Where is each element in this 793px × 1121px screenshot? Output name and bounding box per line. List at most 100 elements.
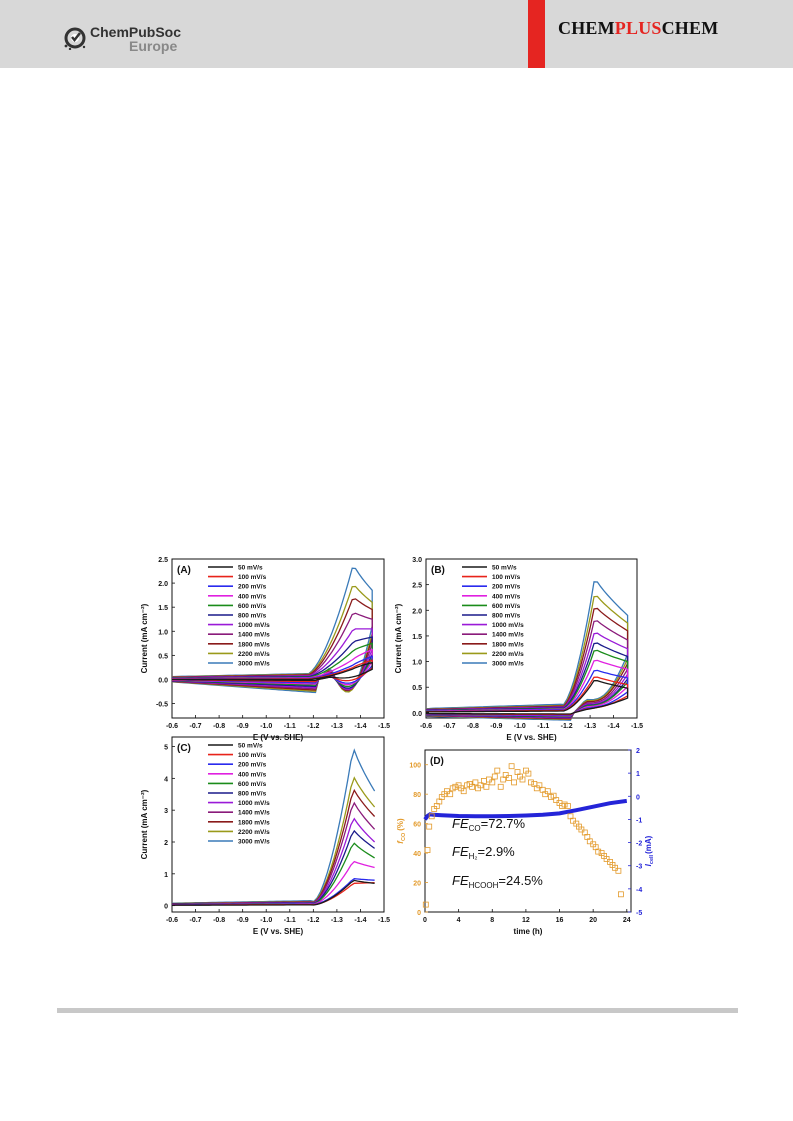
y-tick-label: 0.5 xyxy=(158,653,168,660)
series-line xyxy=(171,567,373,694)
y-tick-label: 3 xyxy=(164,808,168,815)
fco-point xyxy=(565,803,571,809)
x-tick-label: -1.5 xyxy=(378,917,390,924)
fco-point xyxy=(544,788,551,795)
legend-label: 800 mV/s xyxy=(492,613,521,620)
fco-point xyxy=(485,776,492,783)
panel-label: (D) xyxy=(430,756,444,767)
x-tick-label: -1.3 xyxy=(331,917,343,924)
y-tick-label-right: 2 xyxy=(636,748,640,755)
x-tick-label: -1.5 xyxy=(378,723,390,730)
x-tick-label: -1.2 xyxy=(307,917,319,924)
fe-annotation-main: FE xyxy=(452,844,469,859)
y-tick-label: -0.5 xyxy=(156,702,168,709)
x-tick-label: 8 xyxy=(490,917,494,924)
page-header: ChemPubSoc Europe CHEMPLUSCHEM xyxy=(0,0,793,68)
x-tick-label: 24 xyxy=(623,917,631,924)
y-tick-label: 1.5 xyxy=(412,634,422,641)
y-axis-label-left-sub: CO xyxy=(401,832,407,841)
y-axis-label-right-unit: (mA) xyxy=(644,835,653,854)
fco-point xyxy=(447,791,454,798)
y-tick-label: 2.0 xyxy=(158,581,168,588)
x-tick-label: -0.9 xyxy=(237,723,249,730)
fe-annotation-sub: H₂ xyxy=(469,852,478,861)
fco-point xyxy=(536,782,543,789)
series-line xyxy=(172,829,375,905)
fco-point xyxy=(578,826,585,833)
y-axis-label: Current (mA cm⁻²) xyxy=(140,789,149,859)
publisher-region: Europe xyxy=(129,38,178,54)
chart-panel-2: -0.6 -0.7 -0.8 -0.9 -1.0 -1.1 -1.2 -1.3 -1.4 -1.5… xyxy=(140,736,390,936)
series-line xyxy=(172,842,375,906)
x-tick-label: -0.6 xyxy=(420,723,432,730)
publisher-name: ChemPubSoc xyxy=(90,24,182,40)
legend-label: 400 mV/s xyxy=(238,771,267,778)
x-tick-label: 12 xyxy=(522,917,530,924)
legend-label: 2200 mV/s xyxy=(492,651,524,658)
fe-annotation: FECO=72.7% xyxy=(452,816,526,833)
fco-point xyxy=(428,813,435,820)
y-tick-label: 0.5 xyxy=(412,685,422,692)
fco-point xyxy=(525,770,532,777)
fe-annotation-value: =24.5% xyxy=(498,873,543,888)
x-tick-label: -0.8 xyxy=(213,723,225,730)
x-tick-label: -1.1 xyxy=(284,917,296,924)
plot-frame xyxy=(171,558,385,719)
y-tick-label: 1.0 xyxy=(412,660,422,667)
legend-label: 1000 mV/s xyxy=(238,800,270,807)
fco-point xyxy=(618,891,624,898)
fe-annotation: FEHCOOH=24.5% xyxy=(452,873,543,890)
fco-point xyxy=(595,848,602,855)
fco-point xyxy=(519,776,526,783)
journal-title: CHEMPLUSCHEM xyxy=(558,18,718,39)
legend-label: 100 mV/s xyxy=(492,574,521,581)
fe-annotation-main: FE xyxy=(452,816,469,831)
fco-point xyxy=(586,838,593,845)
journal-title-part1: CHEM xyxy=(558,18,615,38)
x-axis-label: E (V vs. SHE) xyxy=(506,733,557,742)
legend-label: 3000 mV/s xyxy=(238,839,270,846)
fco-point xyxy=(491,773,498,780)
legend-label: 2200 mV/s xyxy=(238,829,270,836)
fco-point xyxy=(561,801,568,808)
journal-title-part2: PLUS xyxy=(614,18,662,38)
fco-point xyxy=(452,783,459,790)
fco-point xyxy=(603,856,610,862)
legend-label: 50 mV/s xyxy=(238,565,263,572)
legend-label: 3000 mV/s xyxy=(238,661,270,668)
x-tick-label: -1.1 xyxy=(537,723,549,730)
fe-annotation: FEH₂=2.9% xyxy=(452,844,515,861)
legend-label: 400 mV/s xyxy=(238,593,267,600)
fco-point xyxy=(528,779,534,786)
legend-label: 600 mV/s xyxy=(492,603,521,610)
legend-label: 1800 mV/s xyxy=(238,819,270,826)
fco-point xyxy=(489,779,496,786)
fe-annotation-value: =2.9% xyxy=(478,844,516,859)
y-tick-label: 1.5 xyxy=(158,605,168,612)
x-tick-label: 4 xyxy=(457,917,461,924)
legend-label: 200 mV/s xyxy=(238,762,267,769)
y-tick-label-left: 20 xyxy=(413,881,421,888)
x-tick-label: -1.0 xyxy=(260,917,272,924)
x-tick-label: -0.7 xyxy=(443,723,455,730)
fco-point xyxy=(469,783,476,790)
legend-label: 3000 mV/s xyxy=(492,661,524,668)
fco-point xyxy=(553,797,560,803)
fco-point xyxy=(494,767,501,774)
legend-label: 200 mV/s xyxy=(238,584,267,591)
y-tick-label-right: 1 xyxy=(636,771,640,778)
x-tick-label: -1.0 xyxy=(260,723,272,730)
fe-annotation-value: =72.7% xyxy=(481,816,526,831)
y-tick-label: 1 xyxy=(164,872,168,879)
fco-point xyxy=(612,864,618,871)
series-line xyxy=(172,661,373,682)
y-tick-label-left: 40 xyxy=(413,851,421,858)
y-axis-label-right-main: I xyxy=(644,863,653,866)
y-tick-label-right: -4 xyxy=(636,887,642,894)
fco-point xyxy=(483,783,490,790)
legend-label: 100 mV/s xyxy=(238,752,267,759)
y-tick-label-left: 60 xyxy=(413,822,421,829)
x-tick-label: -0.7 xyxy=(190,723,202,730)
y-tick-label: 2.0 xyxy=(412,608,422,615)
y-tick-label: 4 xyxy=(164,776,168,783)
